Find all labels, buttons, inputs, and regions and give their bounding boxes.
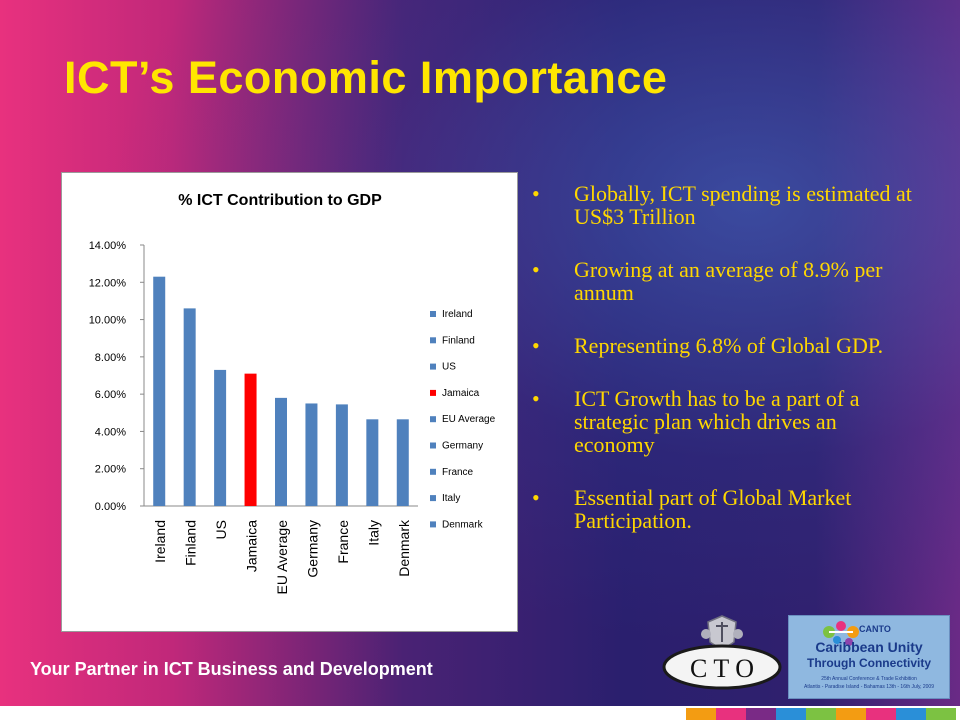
x-tick-label: Jamaica bbox=[244, 520, 260, 572]
color-bar bbox=[686, 708, 716, 720]
legend-label: EU Average bbox=[442, 414, 496, 425]
legend-label: Germany bbox=[442, 441, 483, 452]
canto-logo-graphic: CANTO Caribbean Unity Through Connectivi… bbox=[804, 621, 934, 690]
canto-line2: Through Connectivity bbox=[807, 656, 931, 670]
bar-germany bbox=[305, 403, 318, 506]
bars bbox=[153, 276, 409, 506]
bullet-item: • ICT Growth has to be a part of a strate… bbox=[532, 387, 912, 456]
canto-brand: CANTO bbox=[859, 624, 891, 634]
bar-denmark bbox=[396, 419, 409, 506]
slide-title: ICT’s Economic Importance bbox=[64, 52, 668, 103]
bullet-list: • Globally, ICT spending is estimated at … bbox=[532, 182, 912, 562]
color-bar bbox=[896, 708, 926, 720]
chart-panel: % ICT Contribution to GDP 0.00% 2.00% 4.00… bbox=[61, 172, 518, 632]
bullet-text: Essential part of Global Market Particip… bbox=[574, 485, 852, 533]
bullet-item: • Representing 6.8% of Global GDP. bbox=[532, 334, 912, 357]
legend-label: Jamaica bbox=[442, 388, 480, 399]
legend-label: Italy bbox=[442, 493, 460, 504]
x-tick-label: EU Average bbox=[274, 520, 290, 595]
legend-swatch bbox=[430, 468, 436, 475]
x-tick-label: Germany bbox=[304, 520, 320, 578]
bullet-item: • Globally, ICT spending is estimated at … bbox=[532, 182, 912, 228]
chart-title: % ICT Contribution to GDP bbox=[178, 192, 382, 209]
canto-logo: CANTO Caribbean Unity Through Connectivi… bbox=[788, 615, 950, 699]
canto-caption1: 25th Annual Conference & Trade Exhibitio… bbox=[821, 676, 917, 682]
bullet-dot: • bbox=[532, 386, 540, 411]
legend-swatch bbox=[430, 337, 436, 344]
legend-label: US bbox=[442, 362, 456, 373]
connectivity-icon bbox=[823, 621, 859, 646]
bullet-item: • Essential part of Global Market Partici… bbox=[532, 486, 912, 532]
bar-chart: % ICT Contribution to GDP 0.00% 2.00% 4.00… bbox=[89, 192, 496, 594]
x-tick-label: Ireland bbox=[152, 520, 168, 563]
bullet-dot: • bbox=[532, 485, 540, 510]
x-tick-label: Italy bbox=[365, 520, 381, 546]
bullet-text: ICT Growth has to be a part of a strateg… bbox=[574, 386, 860, 457]
y-tick-label: 10.00% bbox=[89, 315, 127, 327]
legend-swatch bbox=[430, 416, 436, 423]
legend-label: Finland bbox=[442, 335, 475, 346]
y-tick-label: 6.00% bbox=[95, 389, 126, 401]
legend-swatch bbox=[430, 311, 436, 317]
color-bar bbox=[746, 708, 776, 720]
x-tick-label: France bbox=[335, 520, 351, 564]
legend-swatch bbox=[430, 495, 436, 502]
y-tick-label: 14.00% bbox=[89, 240, 127, 252]
bullet-text: Globally, ICT spending is estimated at U… bbox=[574, 181, 912, 229]
bar-us bbox=[214, 369, 227, 506]
bullet-text: Growing at an average of 8.9% per annum bbox=[574, 257, 883, 305]
cto-logo: C T O bbox=[662, 615, 782, 690]
canto-line1: Caribbean Unity bbox=[815, 639, 923, 655]
y-tick-label: 2.00% bbox=[95, 464, 126, 476]
x-tick-label: US bbox=[213, 520, 229, 539]
cto-logo-text: C T O bbox=[690, 654, 754, 683]
legend-label: Denmark bbox=[442, 519, 484, 530]
footer-color-bars bbox=[686, 708, 956, 720]
x-tick-label: Finland bbox=[183, 520, 199, 566]
footer-tagline: Your Partner in ICT Business and Develop… bbox=[30, 659, 433, 679]
canto-caption2: Atlantis - Paradise Island - Bahamas 13t… bbox=[804, 684, 934, 690]
crest-icon bbox=[701, 615, 743, 651]
y-tick-label: 8.00% bbox=[95, 352, 126, 364]
legend-swatch bbox=[430, 442, 436, 449]
bar-ireland bbox=[153, 276, 166, 506]
color-bar bbox=[836, 708, 866, 720]
color-bar bbox=[716, 708, 746, 720]
color-bar bbox=[806, 708, 836, 720]
legend-swatch bbox=[430, 521, 436, 528]
legend-swatch bbox=[430, 389, 436, 396]
bullet-text: Representing 6.8% of Global GDP. bbox=[574, 333, 884, 358]
bullet-dot: • bbox=[532, 257, 540, 282]
color-bar bbox=[776, 708, 806, 720]
legend-swatch bbox=[430, 363, 436, 370]
bar-eu-average bbox=[275, 397, 287, 506]
y-tick-label: 0.00% bbox=[95, 501, 126, 513]
bullet-dot: • bbox=[532, 333, 540, 358]
bullet-item: • Growing at an average of 8.9% per annum bbox=[532, 258, 912, 304]
legend-label: France bbox=[442, 467, 474, 478]
logo-oval bbox=[662, 644, 782, 690]
bar-finland bbox=[183, 308, 196, 506]
bar-italy bbox=[366, 419, 379, 506]
color-bar bbox=[866, 708, 896, 720]
y-tick-label: 12.00% bbox=[89, 277, 127, 289]
bar-france bbox=[335, 404, 348, 506]
color-bar bbox=[926, 708, 956, 720]
x-tick-label: Denmark bbox=[396, 519, 412, 577]
bullet-dot: • bbox=[532, 181, 540, 206]
bar-jamaica bbox=[244, 373, 257, 506]
x-axis-labels: Ireland Finland US Jamaica EU Average Germany… bbox=[152, 519, 412, 594]
y-tick-label: 4.00% bbox=[95, 426, 126, 438]
legend: Ireland Finland US Jamaica EU Average Germany… bbox=[430, 309, 496, 530]
legend-label: Ireland bbox=[442, 309, 473, 320]
